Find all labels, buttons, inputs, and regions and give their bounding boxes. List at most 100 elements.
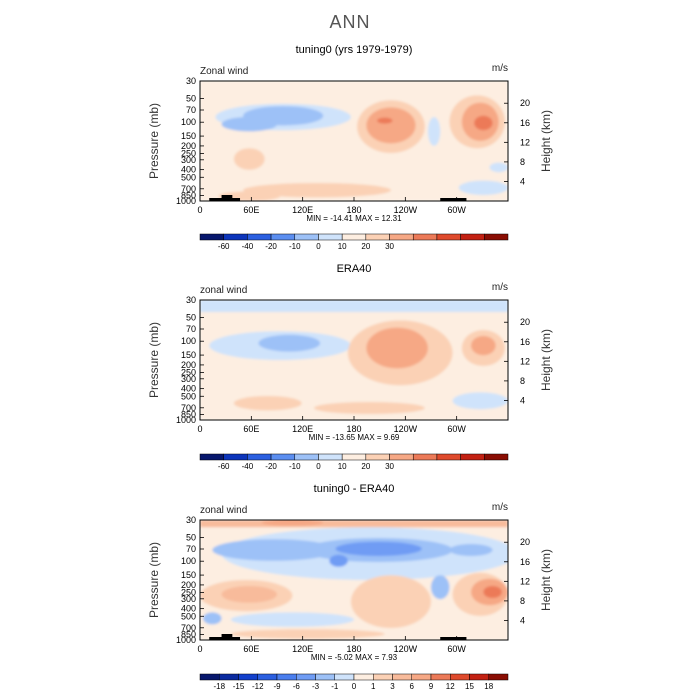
- x-tick-label: 60E: [243, 644, 259, 654]
- contour-region: [221, 586, 277, 603]
- contour-region: [329, 554, 348, 567]
- contour-region: [200, 300, 508, 312]
- colorbar-box: [223, 453, 248, 461]
- y-tick-label: 250: [181, 588, 196, 598]
- x-tick-label: 60W: [447, 424, 466, 434]
- colorbar-box: [392, 673, 412, 681]
- x-tick-label: 120W: [394, 644, 418, 654]
- y-tick-label: 70: [186, 105, 196, 115]
- min-max-stats: MIN = -5.02 MAX = 7.93: [311, 653, 398, 662]
- y-tick-label: 500: [181, 611, 196, 621]
- variable-label: zonal wind: [200, 285, 247, 296]
- x-tick-label: 120W: [394, 424, 418, 434]
- colorbar-box: [389, 233, 414, 241]
- topography-mark: [440, 637, 467, 640]
- colorbar-box: [341, 453, 367, 461]
- y-right-tick-label: 20: [520, 317, 530, 327]
- y-tick-label: 30: [186, 515, 196, 525]
- colorbar-box: [247, 453, 272, 461]
- colorbar-box: [238, 673, 258, 681]
- colorbar-label: 18: [484, 682, 493, 691]
- min-max-stats: MIN = -14.41 MAX = 12.31: [306, 214, 402, 223]
- variable-label: zonal wind: [200, 505, 247, 516]
- colorbar-label: -1: [331, 682, 339, 691]
- colorbar-label: 10: [338, 462, 347, 471]
- colorbar-box: [199, 233, 224, 241]
- contour-fill: [200, 81, 508, 201]
- colorbar-label: 10: [338, 242, 347, 251]
- y-tick-label: 200: [181, 360, 196, 370]
- y-right-tick-label: 4: [520, 176, 525, 186]
- colorbar-box: [365, 233, 390, 241]
- colorbar-label: 9: [429, 682, 434, 691]
- colorbar-box: [430, 673, 451, 681]
- colorbar-label: 0: [316, 462, 321, 471]
- y-tick-label: 250: [181, 368, 196, 378]
- topography-mark: [221, 195, 233, 201]
- contour-field: [200, 300, 508, 420]
- x-tick-label: 0: [197, 424, 202, 434]
- colorbar-label: -10: [289, 242, 301, 251]
- colorbar-box: [294, 233, 319, 241]
- colorbar-box: [484, 453, 509, 461]
- contour-fill: [200, 300, 508, 420]
- colorbar: -60 -40 -20 -10 0 10 20 30: [199, 453, 509, 471]
- y-right-tick-label: 16: [520, 118, 530, 128]
- contour-region: [243, 183, 391, 198]
- contour-region: [200, 81, 508, 201]
- y-right-tick-label: 8: [520, 596, 525, 606]
- colorbar-label: -10: [289, 462, 301, 471]
- contour-region: [366, 327, 428, 369]
- page-title: ANN: [329, 12, 371, 32]
- y-right-tick-label: 12: [520, 576, 530, 586]
- colorbar: -18 -15 -12 -9 -6 -3 -1 0 1 3 6 9 12 15 18: [199, 673, 509, 691]
- x-tick-label: 120E: [292, 424, 313, 434]
- contour-region: [230, 612, 354, 627]
- variable-label: Zonal wind: [200, 66, 248, 77]
- y-right-tick-label: 16: [520, 557, 530, 567]
- y-axis-label: Pressure (mb): [147, 103, 161, 179]
- y-tick-label: 200: [181, 580, 196, 590]
- x-tick-label: 0: [197, 205, 202, 215]
- colorbar-box: [199, 453, 224, 461]
- colorbar-box: [223, 233, 248, 241]
- y-tick-label: 50: [186, 312, 196, 322]
- colorbar-box: [294, 453, 319, 461]
- colorbar-box: [412, 453, 438, 461]
- panel-title: ERA40: [337, 263, 372, 275]
- y-right-tick-label: 12: [520, 356, 530, 366]
- y-right-tick-label: 16: [520, 337, 530, 347]
- y-right-tick-label: 20: [520, 537, 530, 547]
- colorbar-box: [373, 673, 393, 681]
- y-tick-label: 1000: [176, 196, 196, 206]
- y-tick-label: 300: [181, 594, 196, 604]
- y-tick-label: 150: [181, 131, 196, 141]
- contour-region: [313, 402, 425, 414]
- y-tick-label: 850: [181, 190, 196, 200]
- colorbar-label: -15: [233, 682, 245, 691]
- x-tick-label: 120W: [394, 205, 418, 215]
- y-tick-label: 700: [181, 184, 196, 194]
- colorbar-box: [450, 673, 470, 681]
- colorbar-box: [318, 453, 343, 461]
- contour-region: [474, 115, 493, 131]
- units-label: m/s: [492, 502, 508, 513]
- contour-region: [366, 107, 416, 144]
- colorbar-label: 30: [385, 462, 394, 471]
- y-tick-label: 50: [186, 532, 196, 542]
- colorbar-box: [296, 673, 316, 681]
- panel-title: tuning0 (yrs 1979-1979): [296, 44, 413, 56]
- y-right-tick-label: 4: [520, 395, 525, 405]
- contour-field: [200, 81, 508, 201]
- units-label: m/s: [492, 282, 508, 293]
- colorbar-label: -9: [273, 682, 281, 691]
- y-tick-label: 100: [181, 117, 196, 127]
- min-max-stats: MIN = -13.65 MAX = 9.69: [309, 433, 400, 442]
- colorbar-label: -20: [265, 462, 277, 471]
- contour-region: [203, 612, 222, 625]
- contour-region: [489, 162, 508, 173]
- colorbar-box: [436, 233, 461, 241]
- x-tick-label: 60W: [447, 205, 466, 215]
- colorbar-label: 12: [446, 682, 455, 691]
- colorbar-box: [334, 673, 355, 681]
